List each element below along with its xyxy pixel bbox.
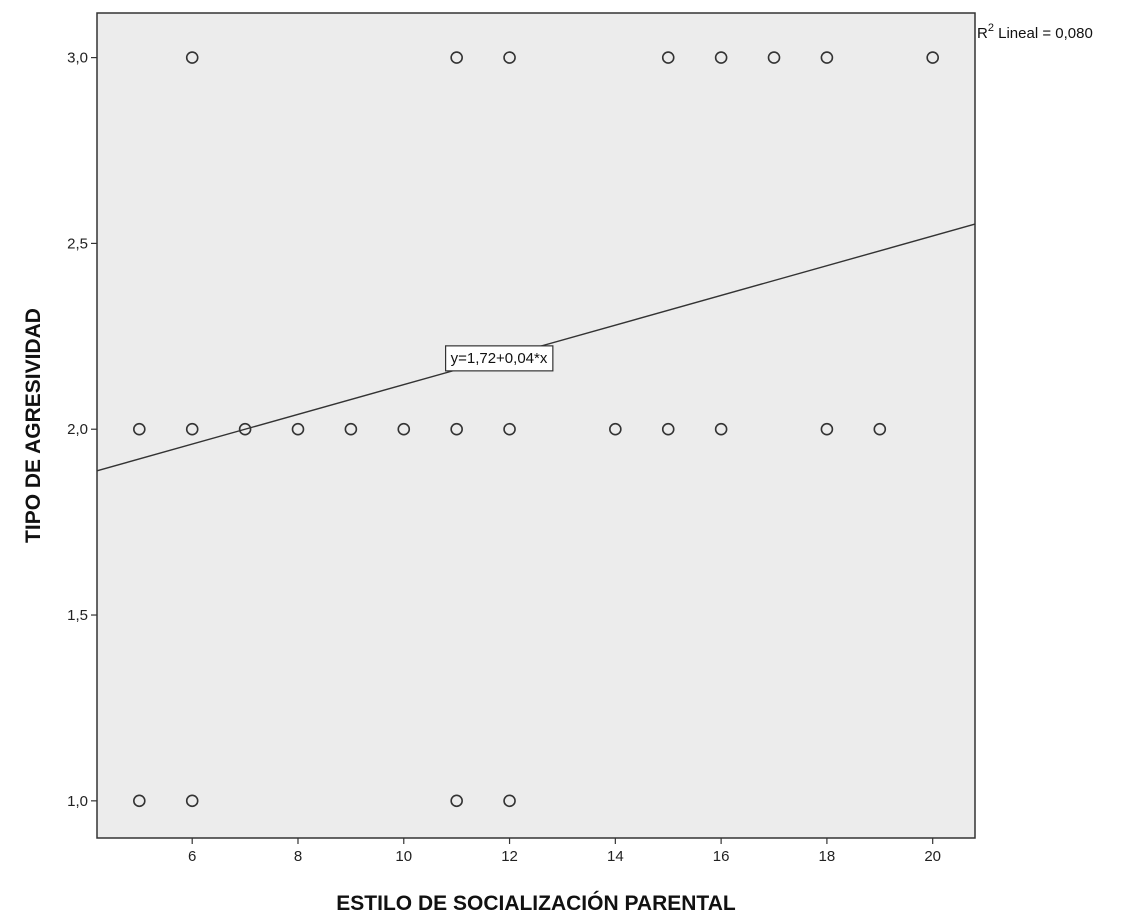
data-point (503, 794, 516, 808)
r-squared-superscript: 2 (988, 22, 994, 34)
data-point (133, 794, 146, 808)
r-squared-value: Lineal = 0,080 (994, 25, 1093, 42)
data-point (873, 422, 887, 436)
x-tick-label: 8 (294, 848, 302, 865)
data-point (291, 422, 305, 436)
data-point (661, 51, 675, 64)
y-tick-label: 2,5 (67, 235, 88, 252)
plot-frame (96, 12, 976, 839)
data-point (661, 422, 675, 436)
x-tick-label: 12 (501, 848, 518, 865)
data-point (714, 422, 728, 436)
data-point (185, 794, 199, 808)
data-point (926, 51, 939, 64)
x-tick-label: 14 (607, 848, 624, 865)
fit-equation-text: y=1,72+0,04*x (451, 350, 548, 367)
y-tick-label: 1,5 (67, 607, 88, 624)
data-point (503, 422, 516, 436)
data-point (238, 422, 252, 436)
x-tick-label: 6 (188, 848, 196, 865)
r-squared-label: R2 Lineal = 0,080 (977, 22, 1093, 42)
data-point (185, 51, 199, 64)
data-point (450, 794, 463, 808)
data-point (820, 422, 834, 436)
data-point (609, 422, 622, 436)
data-point (714, 51, 728, 64)
y-axis-title: TIPO DE AGRESIVIDAD (22, 308, 45, 543)
data-point (450, 51, 463, 64)
x-tick-label: 16 (713, 848, 730, 865)
y-tick-label: 3,0 (67, 50, 88, 67)
y-tick-label: 1,0 (67, 793, 88, 810)
data-point (503, 51, 516, 64)
data-point (450, 422, 463, 436)
x-tick-label: 18 (819, 848, 836, 865)
data-point (185, 422, 199, 436)
fit-equation-label: y=1,72+0,04*x (445, 345, 554, 372)
data-point (344, 422, 358, 436)
x-tick-label: 20 (924, 848, 941, 865)
data-point (820, 51, 834, 64)
y-tick-label: 2,0 (67, 421, 88, 438)
data-point (767, 51, 781, 64)
plot-area (97, 13, 975, 838)
data-point (397, 422, 411, 436)
x-axis-title: ESTILO DE SOCIALIZACIÓN PARENTAL (336, 891, 736, 915)
r-squared-prefix: R (977, 25, 988, 42)
x-tick-label: 10 (395, 848, 412, 865)
data-point (133, 422, 146, 436)
